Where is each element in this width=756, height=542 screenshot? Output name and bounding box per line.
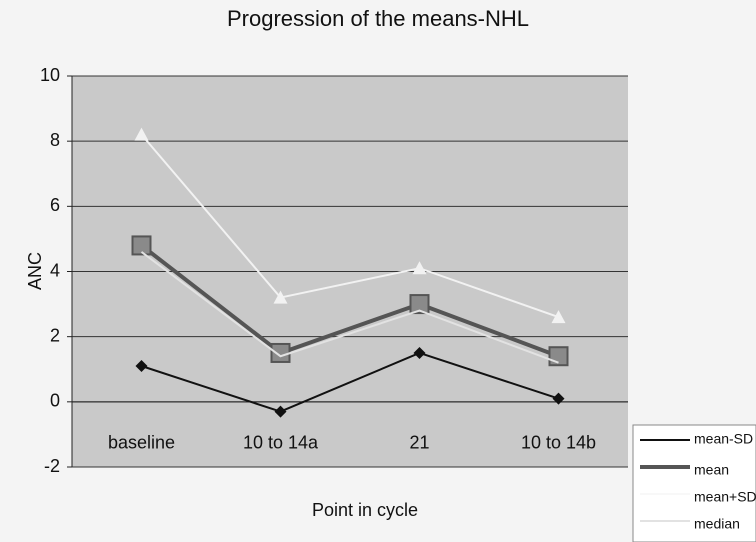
y-tick-label: 6 [50,195,60,215]
legend [632,424,756,542]
point [273,290,288,304]
point [135,359,148,372]
point [131,235,152,256]
x-tick-label: baseline [108,433,175,453]
chart-title: Progression of the means-NHL [227,6,529,31]
y-tick-label: 0 [50,391,60,411]
x-tick-label: 10 to 14b [521,433,596,453]
point [412,261,427,275]
series-line [140,243,560,359]
point [270,342,291,363]
legend-label: mean+SD [694,489,756,505]
legend-label: mean [694,462,729,478]
series-line [140,134,559,319]
x-tick-label: 10 to 14a [243,433,319,453]
point [552,392,565,405]
point [551,310,566,324]
series-line [140,251,559,364]
legend-label: mean-SD [694,431,753,447]
y-tick-label: 4 [50,260,60,280]
y-tick-label: 2 [50,325,60,345]
point [409,294,430,315]
x-axis-label: Point in cycle [312,500,418,520]
y-tick-label: 10 [40,65,60,85]
point [274,405,287,418]
point [413,346,426,359]
legend-label: median [694,516,740,532]
x-tick-label: 21 [409,433,429,453]
point [134,127,149,141]
y-tick-label: 8 [50,130,60,150]
y-axis-label: ANC [25,252,45,290]
y-tick-label: -2 [44,456,60,476]
series-line [141,351,559,413]
